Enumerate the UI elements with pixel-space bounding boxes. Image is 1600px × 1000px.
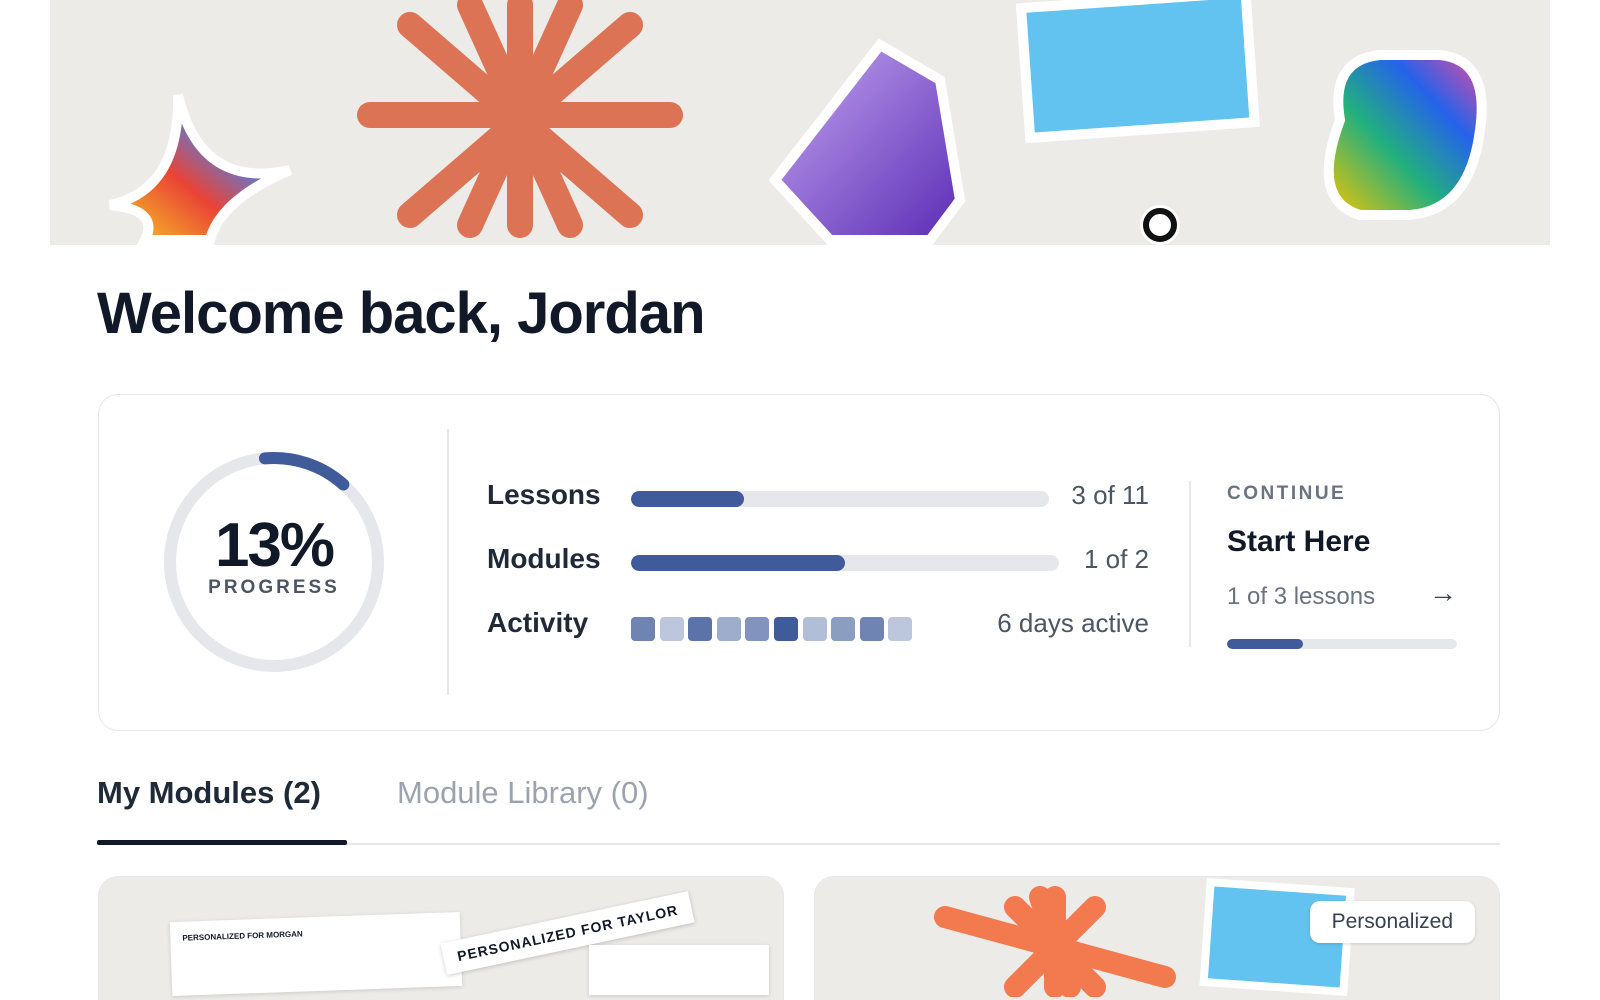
activity-day-square bbox=[831, 617, 856, 641]
modules-progress-bar bbox=[631, 555, 1059, 571]
arrow-right-icon[interactable]: → bbox=[1429, 577, 1457, 608]
activity-day-square bbox=[659, 617, 684, 641]
active-tab-indicator bbox=[97, 840, 347, 845]
tab-module-library[interactable]: Module Library (0) bbox=[397, 775, 649, 810]
lessons-progress-bar bbox=[631, 491, 1049, 507]
module-card[interactable]: Personalized bbox=[814, 876, 1500, 1000]
activity-day-square bbox=[688, 617, 713, 641]
module-thumbnail-doc bbox=[589, 945, 769, 995]
activity-summary: 6 days active bbox=[997, 608, 1149, 638]
tabs-divider bbox=[97, 843, 1500, 845]
module-thumbnail-doc: PERSONALIZED FOR MORGAN bbox=[169, 911, 463, 997]
divider bbox=[1189, 481, 1191, 647]
divider bbox=[447, 429, 449, 695]
module-card[interactable]: PERSONALIZED FOR MORGAN PERSONALIZED FOR… bbox=[98, 876, 784, 1000]
continue-lesson-count: 1 of 3 lessons bbox=[1227, 583, 1376, 610]
progress-ring-fill bbox=[164, 452, 384, 672]
continue-eyebrow: CONTINUE bbox=[1227, 483, 1347, 504]
activity-day-square bbox=[716, 617, 741, 641]
activity-day-square bbox=[859, 617, 884, 641]
activity-day-square bbox=[631, 617, 655, 641]
personalized-badge: Personalized bbox=[1309, 901, 1475, 943]
progress-ring bbox=[164, 452, 384, 672]
modules-label: Modules bbox=[487, 543, 601, 574]
tab-my-modules[interactable]: My Modules (2) bbox=[97, 775, 321, 810]
modules-progress-fill bbox=[631, 555, 845, 571]
progress-card: 13% PROGRESS Lessons 3 of 11 Modules 1 o… bbox=[98, 394, 1500, 731]
continue-progress-fill bbox=[1227, 639, 1303, 649]
hero-banner bbox=[50, 0, 1550, 245]
progress-percent: 13% bbox=[214, 511, 335, 580]
activity-label: Activity bbox=[487, 607, 589, 638]
activity-day-square bbox=[745, 617, 770, 641]
modules-count: 1 of 2 bbox=[1083, 544, 1149, 574]
lessons-count: 3 of 11 bbox=[1071, 480, 1149, 510]
thumbnail-doc-heading: PERSONALIZED FOR MORGAN bbox=[182, 929, 303, 943]
activity-day-square bbox=[888, 617, 913, 641]
lessons-label: Lessons bbox=[487, 479, 601, 510]
activity-day-square bbox=[802, 617, 827, 641]
continue-lesson-title[interactable]: Start Here bbox=[1227, 525, 1371, 558]
progress-label: PROGRESS bbox=[208, 577, 340, 598]
welcome-heading: Welcome back, Jordan bbox=[97, 281, 705, 346]
activity-day-square bbox=[774, 617, 798, 641]
lessons-progress-fill bbox=[631, 491, 744, 507]
continue-progress-bar bbox=[1227, 639, 1457, 649]
banner-stickers-illustration bbox=[108, 0, 1487, 245]
